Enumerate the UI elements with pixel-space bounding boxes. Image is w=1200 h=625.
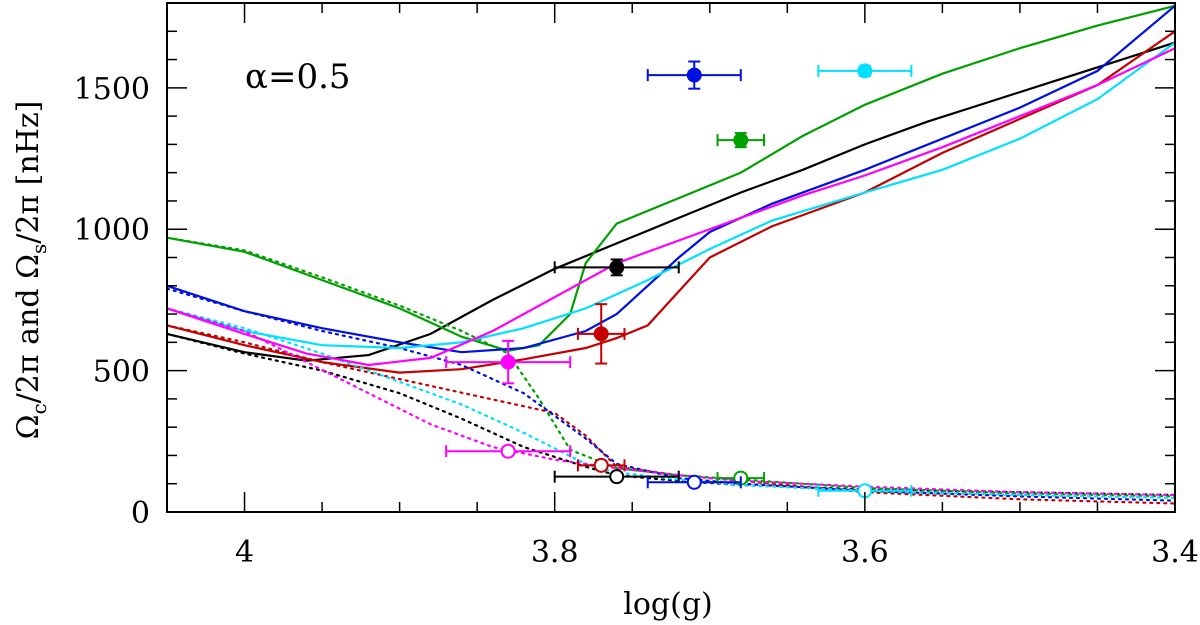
point-blue-omega-c: [646, 60, 742, 90]
axis-ticks: [166, 2, 1176, 513]
series-blue-solid-line: [166, 4, 1176, 354]
data-points: [445, 60, 913, 499]
x-tick-label: 3.6: [841, 535, 889, 570]
point-magenta-omega-s: [445, 443, 572, 459]
point-magenta-omega-c: [445, 339, 572, 385]
series-blue-dotted-line: [165, 287, 1177, 502]
series-black-dotted-line: [165, 332, 1177, 497]
point-black-omega-s: [553, 469, 680, 485]
tick-labels: 4 3.8 3.6 3.4 0 500 1000 1500: [74, 72, 1199, 570]
series-black-solid-line: [166, 41, 1176, 362]
point-green-omega-c: [716, 132, 766, 149]
point-magenta-omega-c-marker: [500, 354, 516, 370]
series-cyan-solid-line: [166, 41, 1176, 350]
series-cyan-dotted-line: [165, 307, 1177, 499]
point-green-omega-c-marker: [733, 132, 749, 148]
point-blue-omega-c-marker: [686, 67, 702, 83]
x-tick-label: 4: [235, 535, 254, 570]
point-blue-omega-s: [646, 474, 742, 490]
point-red-omega-c: [576, 303, 626, 365]
series-green-dotted-line: [165, 236, 1177, 498]
point-red-omega-c-marker: [593, 326, 609, 342]
y-tick-label: 1500: [74, 72, 150, 107]
point-cyan-omega-c-marker: [857, 63, 873, 79]
series-red-solid-line: [166, 30, 1176, 374]
x-axis-title: log(g): [623, 587, 712, 622]
series-green-solid-line: [166, 4, 1176, 352]
y-axis-title: Ωc/2π and Ωs/2π [nHz]: [11, 101, 51, 440]
y-tick-label: 1000: [74, 213, 150, 248]
point-magenta-omega-s-marker: [500, 443, 516, 459]
alpha-annotation: α=0.5: [245, 57, 351, 97]
y-tick-label: 500: [93, 355, 150, 390]
x-tick-label: 3.4: [1151, 535, 1199, 570]
y-tick-label: 0: [131, 496, 150, 531]
point-black-omega-c-marker: [609, 259, 625, 275]
point-red-omega-s-marker: [593, 457, 609, 473]
series-magenta-dotted-line: [165, 307, 1177, 497]
point-red-omega-s: [576, 457, 626, 473]
point-cyan-omega-c: [817, 63, 913, 79]
series-magenta-solid-line: [166, 47, 1176, 367]
point-blue-omega-s-marker: [686, 474, 702, 490]
x-tick-label: 3.8: [531, 535, 579, 570]
point-black-omega-s-marker: [609, 469, 625, 485]
point-black-omega-c: [553, 258, 680, 277]
